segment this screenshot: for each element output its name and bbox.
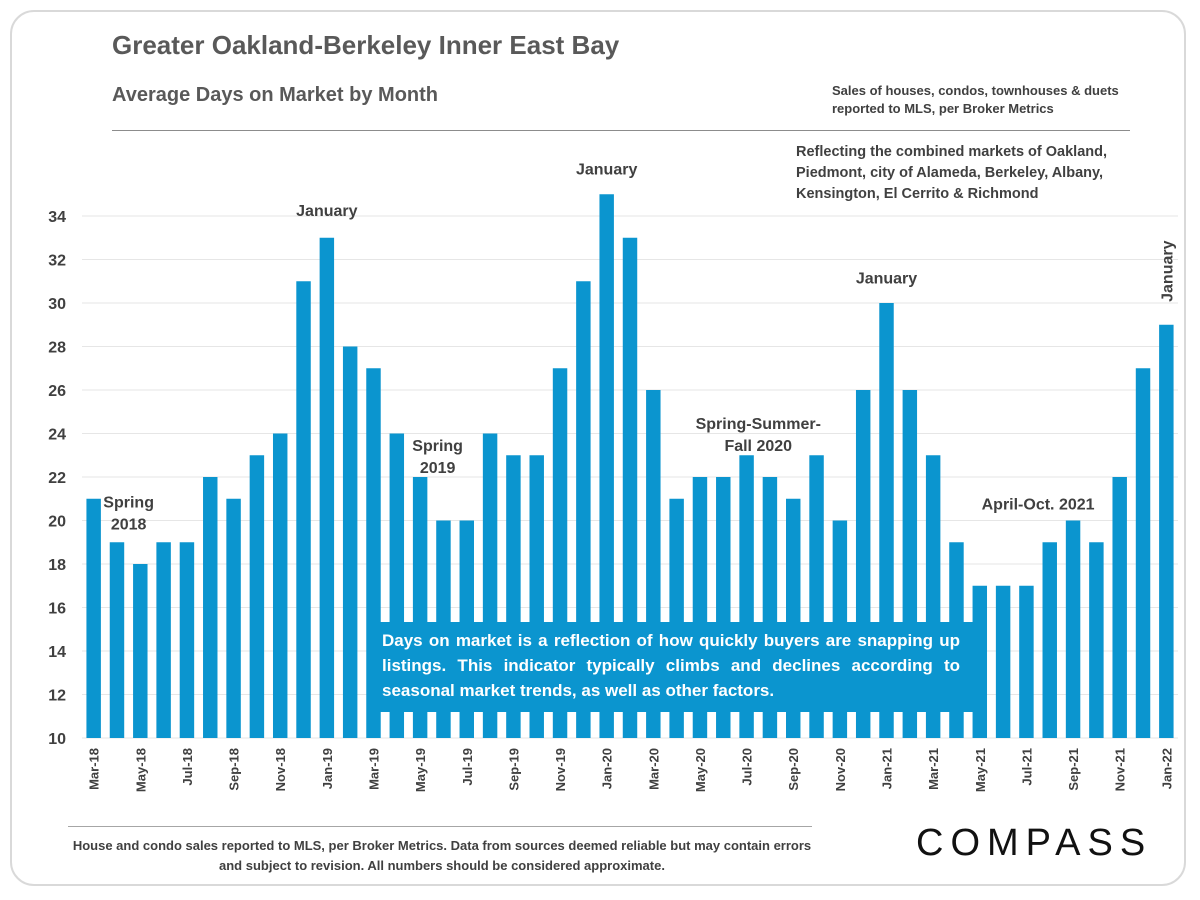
annotation-label: Spring 2018 xyxy=(103,494,154,533)
annotation-label: January xyxy=(856,270,917,287)
x-tick-label: Sep-18 xyxy=(227,748,242,791)
x-axis-ticks: Mar-18 May-18 Jul-18 Sep-18 Nov-18 Jan-19 Mar-… xyxy=(87,748,1175,792)
bar-Jan-19 xyxy=(319,237,335,738)
bar-Apr-18 xyxy=(109,542,125,738)
x-tick-label: May-20 xyxy=(693,748,708,792)
bar-Feb-19 xyxy=(342,346,358,738)
x-tick-label: Jan-19 xyxy=(320,748,335,789)
bar-Oct-18 xyxy=(249,455,265,738)
bar-Jul-18 xyxy=(179,542,195,738)
y-tick-label: 20 xyxy=(48,514,66,531)
annotation-label: Spring 2019 xyxy=(412,438,463,477)
x-tick-label: Sep-20 xyxy=(786,748,801,791)
y-tick-label: 10 xyxy=(48,731,66,748)
bar-Sep-21 xyxy=(1065,520,1081,738)
bar-Nov-21 xyxy=(1112,477,1127,738)
x-tick-label: Mar-21 xyxy=(926,748,941,790)
bar-Mar-18 xyxy=(86,498,101,738)
x-tick-label: Mar-18 xyxy=(87,748,102,790)
y-tick-label: 32 xyxy=(48,253,66,270)
x-tick-label: Mar-20 xyxy=(646,748,661,790)
bar-Sep-18 xyxy=(226,498,241,738)
bar-Feb-20 xyxy=(622,237,638,738)
x-tick-label: Jul-18 xyxy=(180,748,195,786)
bar-Dec-18 xyxy=(296,281,311,738)
y-tick-label: 16 xyxy=(48,601,66,618)
y-tick-label: 12 xyxy=(48,688,66,705)
y-tick-label: 26 xyxy=(48,383,66,400)
header-divider xyxy=(112,130,1130,131)
annotation-label: Spring-Summer-Fall 2020 xyxy=(696,416,821,455)
bar-May-18 xyxy=(133,564,148,738)
x-tick-label: Jan-21 xyxy=(880,748,895,789)
footer-disclaimer: House and condo sales reported to MLS, p… xyxy=(72,838,812,873)
y-tick-label: 30 xyxy=(48,296,66,313)
x-tick-label: Nov-21 xyxy=(1113,748,1128,791)
y-axis-ticks: 10 12 14 16 18 20 22 24 26 28 30 32 34 xyxy=(48,209,66,748)
bar-Aug-21 xyxy=(1042,542,1057,738)
x-tick-label: Jan-22 xyxy=(1159,748,1174,789)
annotation-label: January xyxy=(576,162,637,179)
x-tick-label: Nov-20 xyxy=(833,748,848,791)
markets-note: Reflecting the combined markets of Oakla… xyxy=(796,144,1108,202)
y-tick-label: 14 xyxy=(48,644,66,661)
x-tick-label: Jan-20 xyxy=(600,748,615,789)
footer-divider xyxy=(68,826,812,827)
bar-Jun-21 xyxy=(995,585,1011,738)
source-note: Sales of houses, condos, townhouses & du… xyxy=(832,83,1119,116)
annotation-label: April-Oct. 2021 xyxy=(982,497,1095,514)
chart-subtitle: Average Days on Market by Month xyxy=(112,84,439,106)
chart-title: Greater Oakland-Berkeley Inner East Bay xyxy=(112,30,620,60)
x-tick-label: Jul-19 xyxy=(460,748,475,786)
bar-Aug-18 xyxy=(203,477,218,738)
bar-Jan-22 xyxy=(1159,324,1174,738)
x-tick-label: Nov-19 xyxy=(553,748,568,791)
chart-card xyxy=(10,10,1186,886)
y-tick-label: 28 xyxy=(48,340,66,357)
x-tick-label: May-21 xyxy=(973,748,988,792)
callout-box: Days on market is a reflection of how qu… xyxy=(368,622,974,712)
annotation-label: January xyxy=(1159,240,1176,301)
bar-Jan-20 xyxy=(599,194,614,738)
y-tick-label: 34 xyxy=(48,209,66,226)
bar-Oct-21 xyxy=(1089,542,1104,738)
y-tick-label: 24 xyxy=(48,427,66,444)
bar-Dec-21 xyxy=(1135,368,1151,738)
x-tick-label: May-18 xyxy=(133,748,148,792)
x-tick-label: Mar-19 xyxy=(366,748,381,790)
bar-Nov-18 xyxy=(272,433,288,738)
annotations: Spring 2018 January Spring 2019 January Spring… xyxy=(103,162,1176,534)
y-tick-label: 22 xyxy=(48,470,66,487)
compass-logo: COMPASS xyxy=(916,822,1153,864)
x-tick-label: Sep-21 xyxy=(1066,748,1081,791)
x-tick-label: Jul-20 xyxy=(740,748,755,786)
x-tick-label: May-19 xyxy=(413,748,428,792)
x-tick-label: Nov-18 xyxy=(273,748,288,791)
bar-Jun-18 xyxy=(156,542,171,738)
bar-Jul-21 xyxy=(1019,585,1034,738)
x-tick-label: Sep-19 xyxy=(506,748,521,791)
y-tick-label: 18 xyxy=(48,557,66,574)
bar-May-21 xyxy=(972,585,988,738)
x-tick-label: Jul-21 xyxy=(1019,748,1034,786)
annotation-label: January xyxy=(296,203,357,220)
